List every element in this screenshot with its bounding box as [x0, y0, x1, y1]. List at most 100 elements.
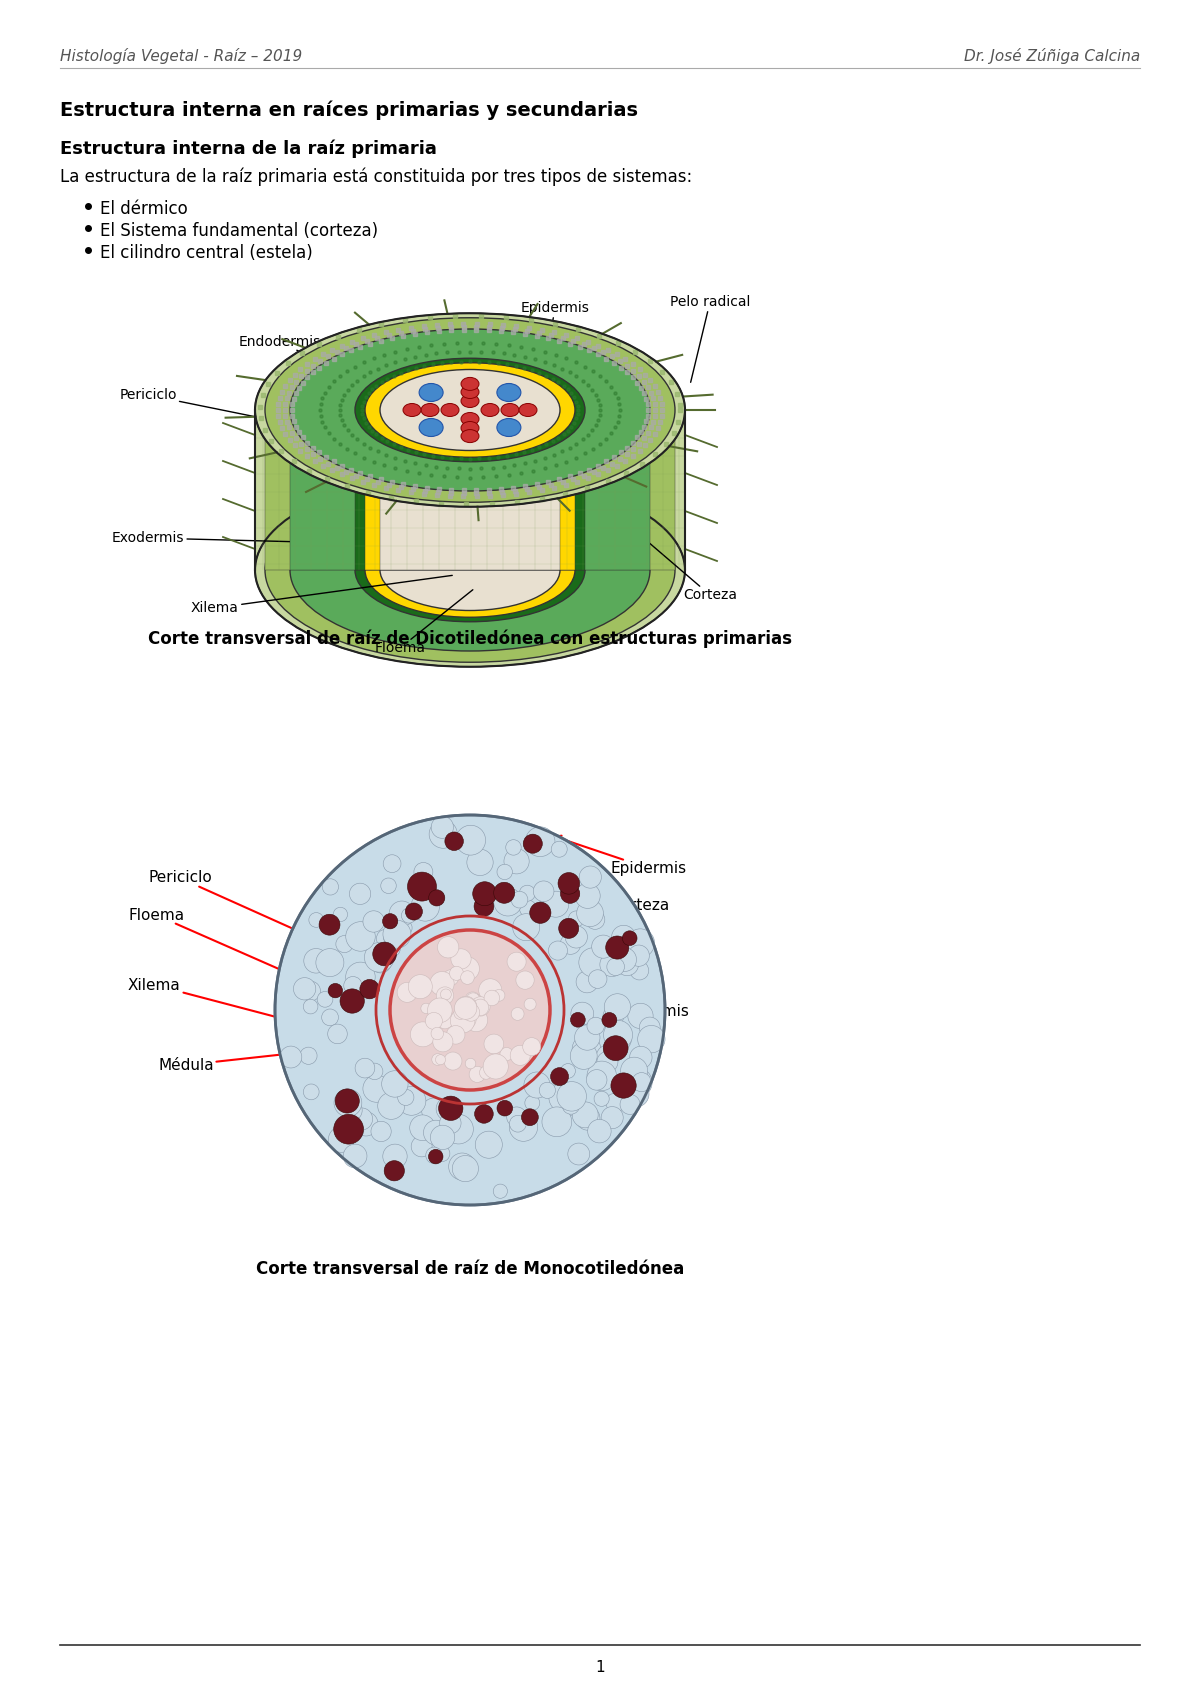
Ellipse shape	[365, 523, 575, 618]
Circle shape	[456, 957, 480, 981]
Circle shape	[604, 1020, 632, 1049]
Circle shape	[504, 848, 529, 874]
Circle shape	[575, 1025, 600, 1050]
Ellipse shape	[497, 419, 521, 436]
Polygon shape	[265, 411, 674, 570]
Text: Corteza: Corteza	[642, 536, 737, 602]
Ellipse shape	[290, 489, 650, 652]
Ellipse shape	[520, 404, 538, 416]
Circle shape	[611, 1073, 636, 1098]
Circle shape	[524, 1073, 550, 1098]
Circle shape	[628, 945, 649, 966]
Circle shape	[570, 1013, 586, 1027]
Circle shape	[421, 1098, 446, 1123]
Ellipse shape	[256, 473, 685, 667]
Circle shape	[612, 1030, 631, 1050]
Circle shape	[437, 988, 454, 1005]
Circle shape	[362, 911, 384, 932]
Circle shape	[439, 1112, 461, 1134]
Circle shape	[443, 969, 458, 986]
Circle shape	[431, 816, 454, 838]
Circle shape	[461, 971, 474, 984]
Circle shape	[452, 1156, 479, 1181]
Ellipse shape	[461, 385, 479, 399]
Circle shape	[406, 903, 422, 920]
Ellipse shape	[380, 370, 560, 450]
Circle shape	[529, 903, 551, 923]
Text: Xilema: Xilema	[128, 977, 436, 1061]
Circle shape	[397, 1089, 414, 1105]
Circle shape	[524, 998, 536, 1010]
Circle shape	[470, 996, 490, 1017]
Ellipse shape	[481, 404, 499, 416]
Circle shape	[551, 842, 568, 857]
Circle shape	[382, 1071, 408, 1098]
Circle shape	[533, 881, 554, 901]
Circle shape	[346, 921, 376, 952]
Text: El Sistema fundamental (corteza): El Sistema fundamental (corteza)	[100, 222, 378, 239]
Circle shape	[587, 1017, 605, 1035]
Circle shape	[523, 1037, 541, 1056]
Circle shape	[410, 1022, 436, 1047]
Circle shape	[444, 1052, 462, 1071]
Circle shape	[632, 1073, 652, 1091]
Circle shape	[343, 996, 359, 1011]
Circle shape	[322, 1010, 338, 1025]
Circle shape	[522, 1108, 539, 1125]
Circle shape	[414, 862, 433, 881]
Circle shape	[430, 820, 457, 848]
Circle shape	[510, 1115, 527, 1132]
Circle shape	[300, 1047, 317, 1064]
Circle shape	[430, 972, 454, 996]
Circle shape	[328, 984, 342, 998]
Circle shape	[432, 1054, 444, 1066]
Circle shape	[436, 1011, 454, 1028]
Circle shape	[511, 1008, 524, 1020]
Circle shape	[509, 1113, 538, 1142]
Ellipse shape	[419, 384, 443, 402]
Ellipse shape	[442, 404, 458, 416]
Circle shape	[304, 1084, 319, 1100]
Circle shape	[378, 1093, 404, 1120]
Circle shape	[616, 952, 638, 976]
Circle shape	[366, 1062, 383, 1079]
Ellipse shape	[380, 529, 560, 611]
Circle shape	[480, 1066, 493, 1079]
Circle shape	[602, 1006, 624, 1027]
Circle shape	[383, 855, 401, 872]
Circle shape	[563, 1096, 580, 1115]
Text: Epidermis: Epidermis	[554, 835, 686, 876]
Circle shape	[551, 1067, 569, 1086]
Circle shape	[587, 1061, 617, 1091]
Circle shape	[559, 918, 578, 938]
Circle shape	[344, 1120, 364, 1140]
Circle shape	[383, 1144, 407, 1169]
Circle shape	[578, 947, 608, 977]
Circle shape	[341, 1100, 362, 1122]
Circle shape	[377, 930, 395, 949]
Circle shape	[473, 882, 497, 906]
Ellipse shape	[355, 518, 586, 621]
Circle shape	[520, 899, 536, 916]
Circle shape	[304, 1000, 318, 1013]
Circle shape	[493, 1185, 508, 1198]
Circle shape	[397, 983, 418, 1003]
Circle shape	[479, 979, 502, 1001]
Text: Floema: Floema	[374, 591, 473, 655]
Circle shape	[596, 1045, 619, 1067]
Circle shape	[349, 882, 371, 905]
Ellipse shape	[419, 419, 443, 436]
Circle shape	[594, 1091, 610, 1106]
Circle shape	[577, 899, 604, 927]
Text: Exodermis: Exodermis	[112, 531, 302, 545]
Circle shape	[319, 915, 340, 935]
Text: Periciclo: Periciclo	[119, 389, 358, 438]
Circle shape	[365, 942, 394, 972]
Circle shape	[587, 1069, 607, 1089]
Ellipse shape	[265, 479, 674, 662]
Circle shape	[602, 1013, 617, 1027]
Ellipse shape	[290, 329, 650, 490]
Ellipse shape	[365, 363, 575, 456]
Circle shape	[334, 1089, 362, 1117]
Circle shape	[493, 989, 505, 1001]
